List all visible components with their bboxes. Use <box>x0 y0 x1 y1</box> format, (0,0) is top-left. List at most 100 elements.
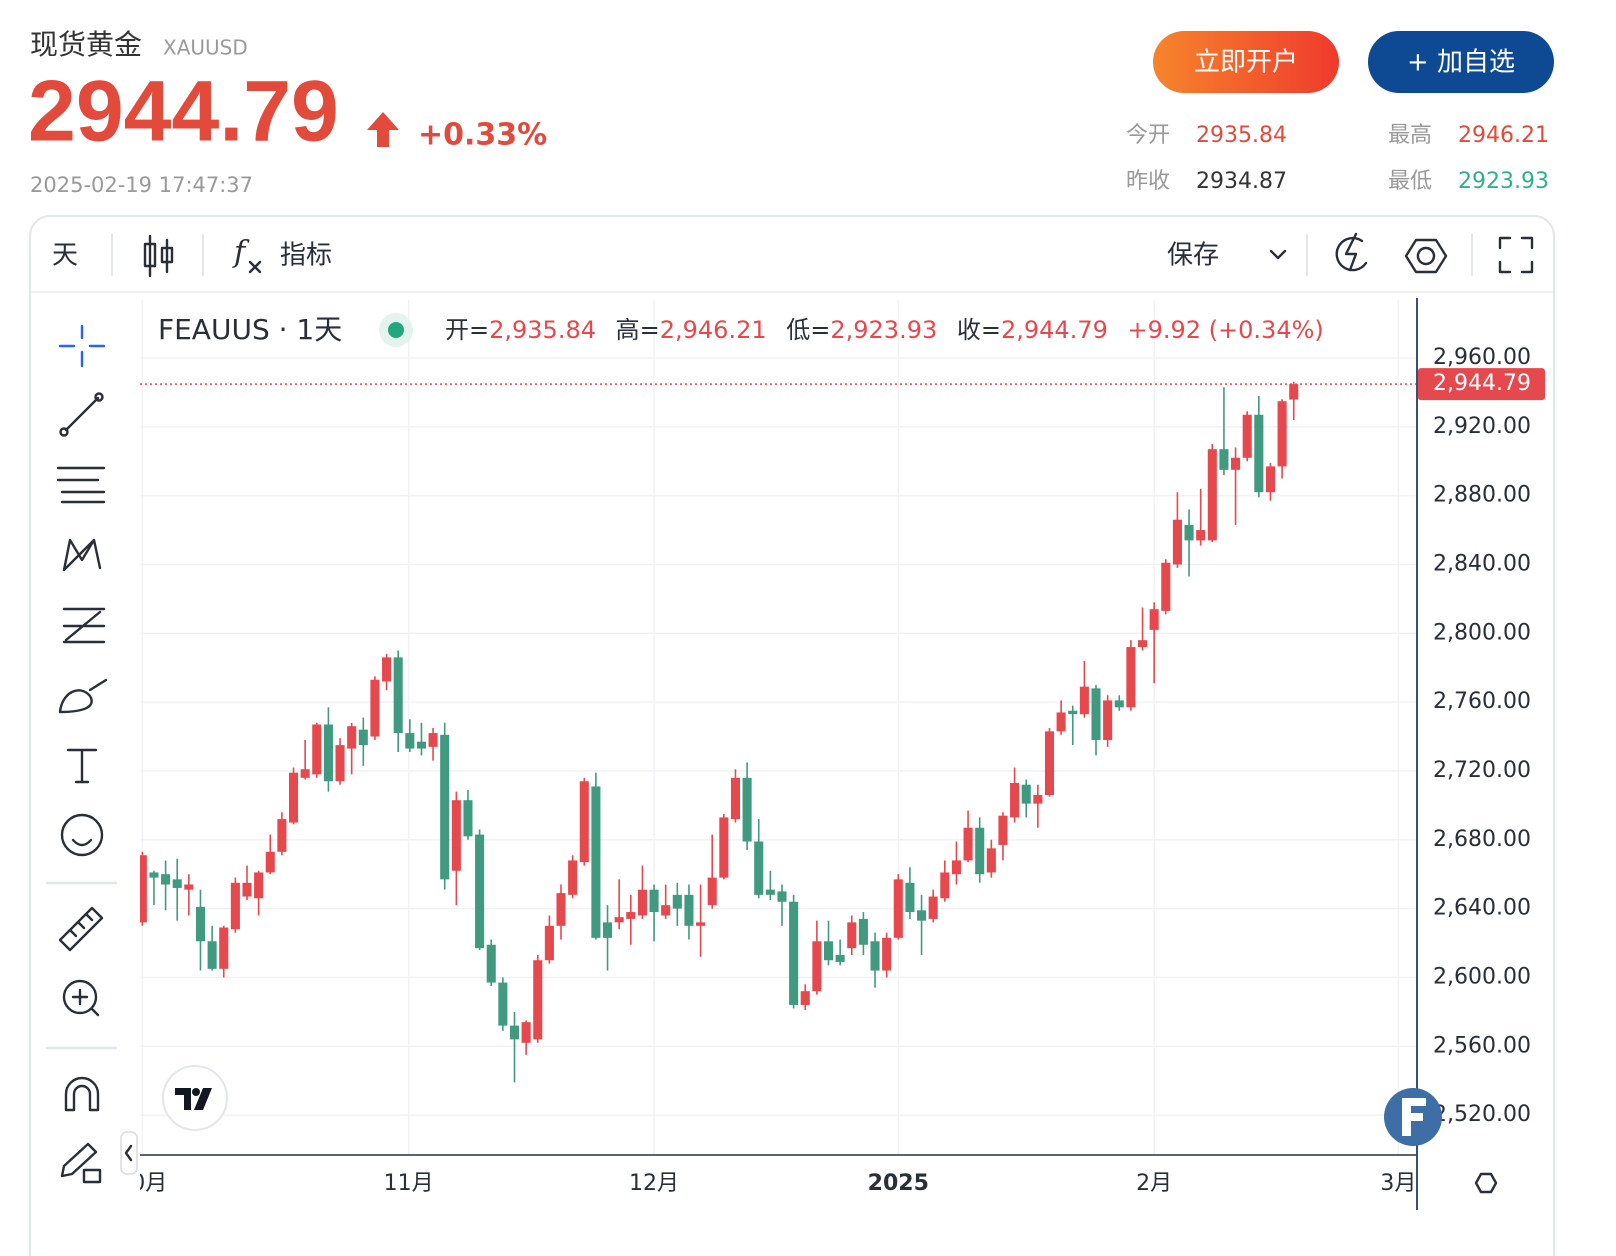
text-tool[interactable] <box>66 748 98 784</box>
stat-label: 最低 <box>1388 169 1432 194</box>
candle-body <box>975 827 985 875</box>
stat-value: 2934.87 <box>1196 169 1287 194</box>
ohlc-legend: 开=2,935.84 高=2,946.21 低=2,923.93 收=2,944… <box>445 316 1324 344</box>
candle-body <box>777 891 787 902</box>
candle-body <box>986 848 996 873</box>
y-axis: 2,520.00 2,560.00 2,600.00 2,640.00 2,680.00… <box>1433 345 1531 1127</box>
symbol: FEAUUS · 1天 <box>158 313 342 346</box>
emoji-tool[interactable] <box>60 813 104 857</box>
candle-body <box>789 901 799 1005</box>
candle-body <box>940 872 950 899</box>
legend-value: 2,946.21 <box>660 316 767 344</box>
button-label: + 加自选 <box>1407 48 1515 78</box>
candle-body <box>998 815 1008 845</box>
candle-body <box>1033 795 1043 804</box>
candle-body <box>568 860 578 895</box>
pattern-tool[interactable] <box>62 538 102 572</box>
ruler-tool[interactable] <box>58 906 104 952</box>
candle-body <box>544 925 554 961</box>
watchlist-button[interactable]: + 加自选 <box>1368 31 1554 93</box>
candle-body <box>684 894 694 926</box>
candle-body <box>486 944 496 983</box>
logo-dot <box>192 1088 200 1096</box>
candle-body <box>149 872 159 878</box>
candle-body <box>358 729 368 746</box>
button-bg <box>1153 31 1339 93</box>
open-account-button[interactable]: 立即开户 <box>1153 31 1339 93</box>
alert-icon[interactable] <box>1335 232 1368 272</box>
y-tick-label: 2,880.00 <box>1433 483 1531 508</box>
save[interactable]: 保存 <box>1167 241 1219 271</box>
candle-body <box>1056 712 1066 732</box>
legend-value: 2,944.79 <box>1001 316 1108 344</box>
candle-body <box>440 734 450 880</box>
x-tick-label: 11月 <box>384 1171 434 1196</box>
collapse-tab[interactable] <box>120 1131 138 1175</box>
line-tool[interactable] <box>64 396 100 432</box>
timestamp: 2025-02-19 17:47:37 <box>30 173 253 197</box>
candle-body <box>1103 700 1113 740</box>
chevron[interactable] <box>1269 249 1287 260</box>
y-tick-label: 2,920.00 <box>1433 414 1531 439</box>
candle-body <box>765 889 775 895</box>
legend-value: 2,923.93 <box>830 316 937 344</box>
code: XAUUSD <box>163 36 248 60</box>
candle-body <box>1242 414 1252 458</box>
settings-icon[interactable] <box>1404 238 1448 274</box>
lock <box>82 1168 102 1184</box>
legend-label: 高= <box>616 316 660 344</box>
x-tick-label: 12月 <box>629 1171 679 1196</box>
candle-body <box>463 800 473 837</box>
brush-tool[interactable] <box>58 678 108 714</box>
y-tick-label: 2,800.00 <box>1433 620 1531 645</box>
last-price-tag <box>1418 368 1545 401</box>
candle-body <box>393 657 403 734</box>
x-tick-label: 2025 <box>868 1171 929 1196</box>
candle-body <box>498 982 508 1026</box>
crosshair-tool[interactable] <box>58 324 106 368</box>
lock-draw-tool[interactable] <box>60 1142 98 1178</box>
candle-body <box>195 906 206 942</box>
candle-body <box>1172 519 1182 565</box>
fib-tool[interactable] <box>62 607 106 644</box>
parallel-tool[interactable] <box>56 466 106 504</box>
y-tick-label: 2,680.00 <box>1433 827 1531 852</box>
stat-label: 昨收 <box>1126 169 1170 194</box>
indicators[interactable]: 指标 <box>280 241 332 271</box>
candle-body <box>533 960 543 1040</box>
f-badge <box>1384 1088 1442 1146</box>
candle-body <box>602 922 613 938</box>
candle-body <box>696 922 706 926</box>
candle-body <box>207 941 217 969</box>
candle-body <box>882 937 892 971</box>
candle-body <box>1207 449 1217 541</box>
smile <box>71 838 93 847</box>
fx-icon-x <box>248 260 262 274</box>
candle-body <box>509 1025 520 1040</box>
y-tick-label: 2,560.00 <box>1433 1033 1531 1058</box>
x-tick-label: 3月 <box>1380 1171 1416 1196</box>
candle-body <box>579 781 589 863</box>
candle-body <box>1149 609 1159 630</box>
candle-body <box>649 889 659 913</box>
candle-type-icon[interactable] <box>143 234 174 278</box>
candle-body <box>591 786 601 938</box>
candle-body <box>277 819 287 852</box>
magnet-tool[interactable] <box>64 1076 100 1112</box>
candles <box>140 381 1417 1083</box>
candle-body <box>300 769 310 778</box>
tv-logo[interactable] <box>162 1065 228 1131</box>
candle-body <box>254 872 264 899</box>
candle-body <box>754 841 764 895</box>
y-tick-label: 2,640.00 <box>1433 896 1531 921</box>
zoom-tool[interactable] <box>62 979 98 1015</box>
candle-body <box>1079 686 1089 715</box>
fullscreen-icon[interactable] <box>1498 236 1534 274</box>
interval[interactable]: 天 <box>52 241 78 271</box>
candle-body <box>719 817 729 878</box>
title: 现货黄金 <box>30 28 142 61</box>
candle-body <box>475 834 485 949</box>
change: +0.33% <box>418 118 547 153</box>
axis-settings[interactable] <box>1474 1172 1498 1194</box>
x-axis: 10月 11月 12月 2025 2月 3月 <box>140 1171 1416 1196</box>
